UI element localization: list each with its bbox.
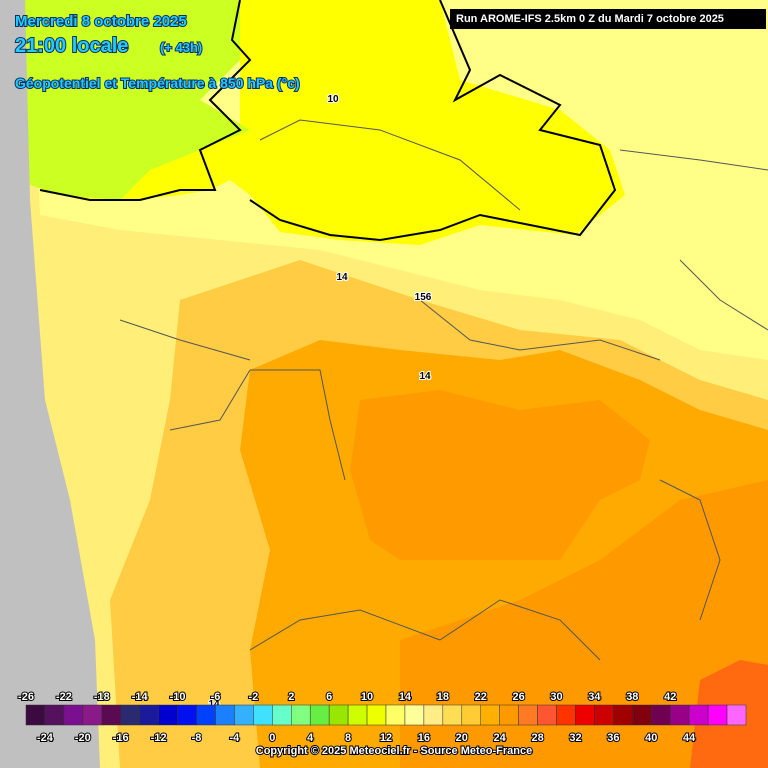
scale-label: -24 bbox=[37, 732, 54, 744]
lead-time: (+ 43h) bbox=[160, 40, 202, 55]
scale-label: 8 bbox=[345, 732, 351, 744]
scale-label: -26 bbox=[18, 691, 34, 703]
scale-label: -16 bbox=[113, 732, 129, 744]
color-swatch bbox=[556, 704, 576, 726]
color-swatch bbox=[272, 704, 292, 726]
scale-label: 6 bbox=[326, 691, 332, 703]
color-swatch bbox=[537, 704, 557, 726]
run-info: Run AROME-IFS 2.5km 0 Z du Mardi 7 octob… bbox=[456, 13, 724, 25]
color-swatch bbox=[328, 704, 349, 726]
scale-label: 40 bbox=[645, 732, 657, 744]
color-swatch bbox=[44, 704, 65, 726]
color-swatch bbox=[404, 704, 425, 726]
field-name: Géopotentiel et Température à 850 hPa (°… bbox=[15, 75, 300, 91]
scale-label: 36 bbox=[607, 732, 619, 744]
scale-label: 38 bbox=[626, 691, 638, 703]
admin-borders bbox=[119, 119, 768, 661]
color-swatch bbox=[594, 704, 614, 726]
region-dark-orange-south bbox=[400, 480, 768, 768]
scale-label: -10 bbox=[170, 691, 186, 703]
scale-label: 18 bbox=[437, 691, 449, 703]
coastline bbox=[39, 0, 617, 242]
region-yellow bbox=[60, 0, 625, 245]
color-swatch bbox=[309, 704, 330, 726]
color-swatch bbox=[120, 704, 140, 726]
scale-label: 32 bbox=[569, 732, 581, 744]
forecast-date: Mercredi 8 octobre 2025 bbox=[15, 13, 187, 30]
color-swatch bbox=[726, 704, 747, 726]
scale-label: 4 bbox=[307, 732, 314, 744]
color-swatch bbox=[575, 704, 595, 726]
scale-label: 24 bbox=[494, 732, 507, 744]
scale-label: -14 bbox=[132, 691, 149, 703]
color-swatch bbox=[253, 704, 273, 726]
scale-label: 22 bbox=[475, 691, 487, 703]
region-dark-orange bbox=[350, 390, 650, 560]
contour-label: 14 bbox=[419, 371, 431, 382]
color-swatch bbox=[423, 704, 444, 726]
color-swatch bbox=[63, 704, 84, 726]
color-swatch bbox=[518, 704, 538, 726]
scale-label: 0 bbox=[269, 732, 275, 744]
scale-label: 42 bbox=[664, 691, 676, 703]
scale-label: 28 bbox=[531, 732, 543, 744]
region-green bbox=[0, 0, 250, 200]
run-box bbox=[450, 9, 766, 29]
scale-label: -6 bbox=[211, 691, 221, 703]
scale-label: 44 bbox=[683, 732, 696, 744]
contour-label: 156 bbox=[415, 292, 432, 303]
scale-label: -4 bbox=[230, 732, 241, 744]
scale-label: 12 bbox=[380, 732, 392, 744]
color-swatch bbox=[158, 704, 178, 726]
color-swatch bbox=[234, 704, 254, 726]
color-swatch bbox=[25, 704, 46, 726]
scale-label: 16 bbox=[418, 732, 430, 744]
scale-label: 26 bbox=[513, 691, 525, 703]
scale-label: 10 bbox=[361, 691, 373, 703]
scale-label: -22 bbox=[56, 691, 72, 703]
color-swatch bbox=[499, 704, 519, 726]
scale-label: 20 bbox=[456, 732, 468, 744]
color-swatch bbox=[480, 704, 500, 726]
scale-label: -20 bbox=[75, 732, 91, 744]
copyright: Copyright © 2025 Meteociel.fr - Source M… bbox=[256, 745, 532, 757]
scale-label: -18 bbox=[94, 691, 110, 703]
color-swatch bbox=[707, 704, 728, 726]
color-swatch bbox=[366, 704, 387, 726]
contour-label: 10 bbox=[327, 94, 339, 105]
color-swatch bbox=[613, 704, 633, 726]
color-swatch bbox=[651, 704, 671, 726]
forecast-time: 21:00 locale bbox=[15, 35, 128, 57]
scale-label: 30 bbox=[550, 691, 562, 703]
scale-label: 34 bbox=[588, 691, 601, 703]
contour-label: 14 bbox=[336, 272, 348, 283]
color-swatch bbox=[196, 704, 216, 726]
color-swatch bbox=[385, 704, 406, 726]
color-swatch bbox=[215, 704, 235, 726]
scale-label: 2 bbox=[288, 691, 294, 703]
color-swatch bbox=[347, 704, 368, 726]
color-swatch bbox=[669, 704, 690, 726]
scale-label: -8 bbox=[192, 732, 202, 744]
outside-domain bbox=[0, 0, 100, 768]
color-swatch bbox=[177, 704, 197, 726]
color-swatch bbox=[688, 704, 709, 726]
color-swatch bbox=[442, 704, 463, 726]
color-swatch bbox=[291, 704, 311, 726]
color-scale: -26 -22 -18 -14 -10 -6 -2 2 6 10 14 18 22 26 30 34 38 42-… bbox=[17, 690, 747, 745]
color-swatch bbox=[139, 704, 159, 726]
scale-label: -2 bbox=[248, 691, 258, 703]
scale-label: 14 bbox=[399, 691, 412, 703]
color-swatch bbox=[82, 704, 103, 726]
scale-label: -12 bbox=[151, 732, 167, 744]
color-swatch bbox=[632, 704, 652, 726]
color-swatch bbox=[101, 704, 121, 726]
color-swatch bbox=[461, 704, 481, 726]
